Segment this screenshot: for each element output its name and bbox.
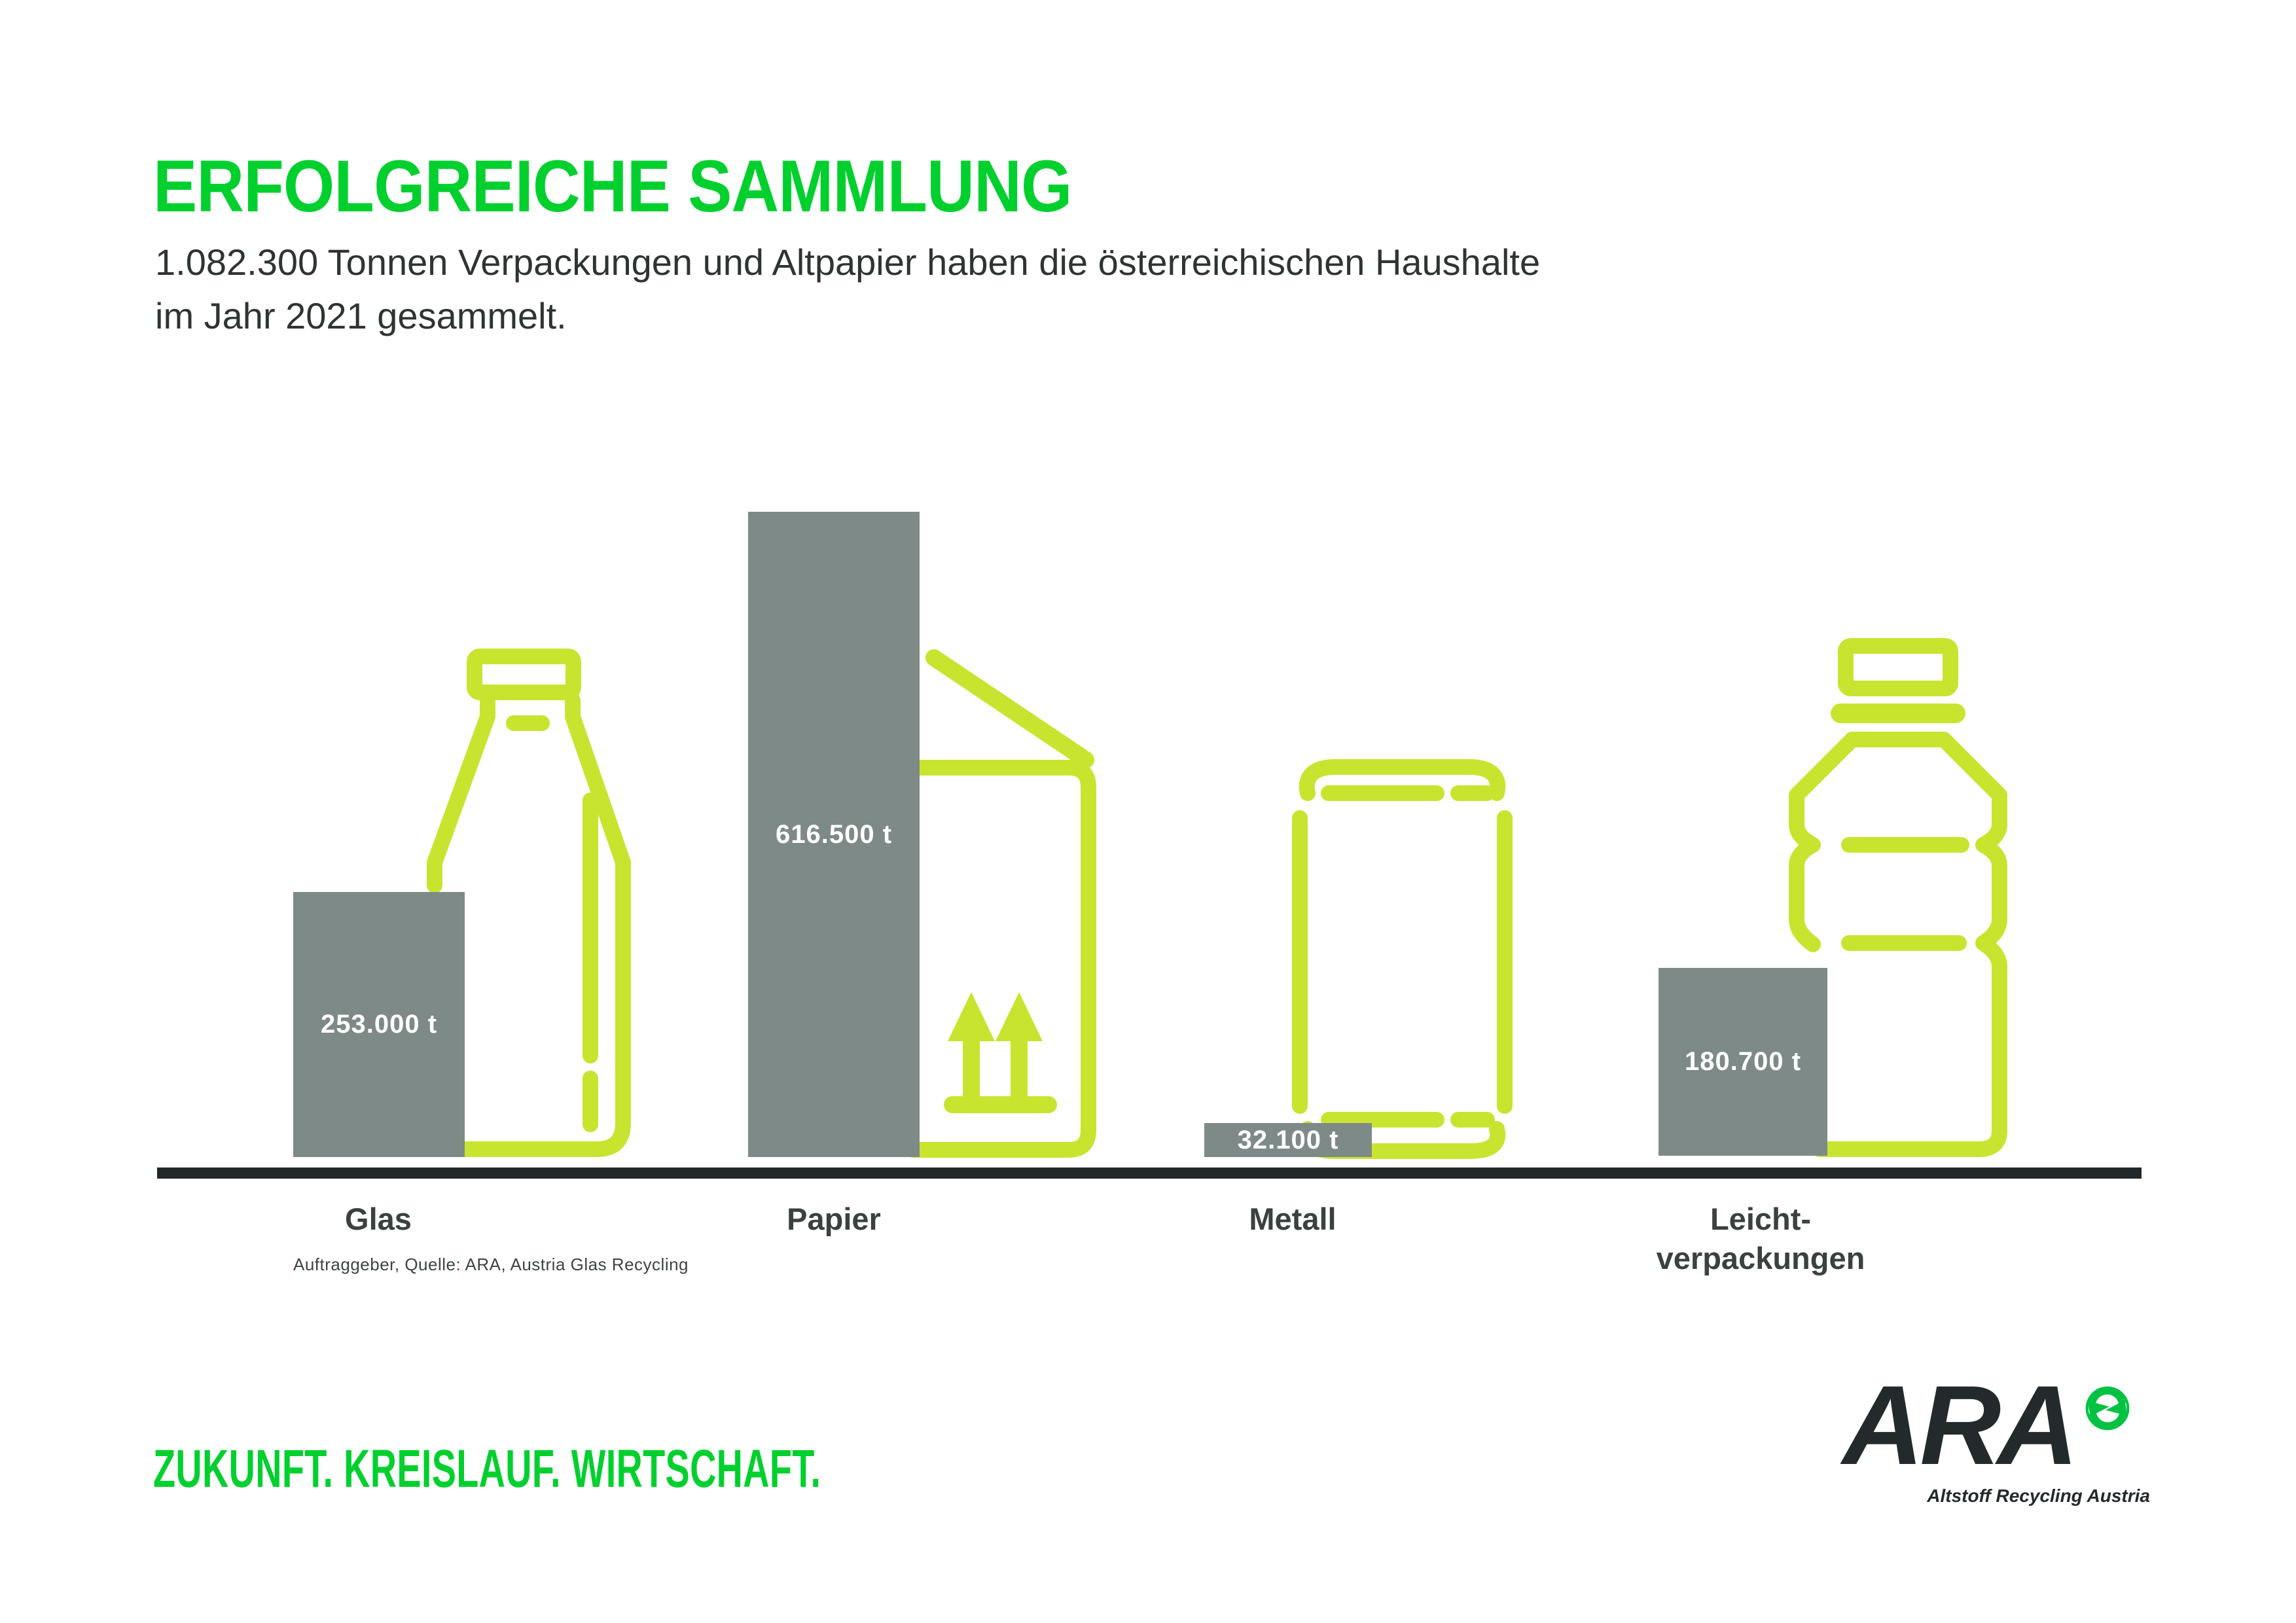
green-dot-icon xyxy=(2085,1386,2130,1431)
subtitle-line-2: im Jahr 2021 gesammelt. xyxy=(155,295,567,336)
bar-metall-value: 32.100 t xyxy=(1237,1125,1339,1154)
ara-logo-subtext: Altstoff Recycling Austria xyxy=(1927,1486,2150,1506)
category-label-papier: Papier xyxy=(787,1202,881,1236)
bar-glas: 253.000 t xyxy=(293,892,465,1157)
subtitle-line-1: 1.082.300 Tonnen Verpackungen und Altpap… xyxy=(155,241,1541,283)
plastic-bottle-icon xyxy=(1789,638,2007,1157)
paper-box-icon xyxy=(910,649,1096,1158)
bar-glas-value: 253.000 t xyxy=(320,1010,438,1039)
source-note: Auftraggeber, Quelle: ARA, Austria Glas … xyxy=(293,1255,689,1274)
category-label-leichtverpackungen: Leicht- verpackungen xyxy=(1656,1202,1865,1275)
chart-baseline xyxy=(157,1168,2142,1179)
category-label-metall: Metall xyxy=(1249,1202,1336,1236)
bar-leicht-value: 180.700 t xyxy=(1684,1047,1802,1076)
bar-papier-value: 616.500 t xyxy=(775,819,893,849)
bar-papier: 616.500 t xyxy=(748,512,920,1157)
metal-can-icon xyxy=(1292,759,1513,1159)
glass-bottle-icon xyxy=(427,649,631,1157)
footer-slogan: ZUKUNFT. KREISLAUF. WIRTSCHAFT. xyxy=(153,1439,821,1499)
bar-metall: 32.100 t xyxy=(1204,1123,1372,1157)
page-subtitle: 1.082.300 Tonnen Verpackungen und Altpap… xyxy=(155,236,1540,343)
ara-logo-text: ARA xyxy=(1842,1363,2079,1488)
category-label-glas: Glas xyxy=(345,1202,412,1236)
bar-leicht: 180.700 t xyxy=(1659,968,1827,1156)
page-title: ERFOLGREICHE SAMMLUNG xyxy=(153,145,1072,227)
